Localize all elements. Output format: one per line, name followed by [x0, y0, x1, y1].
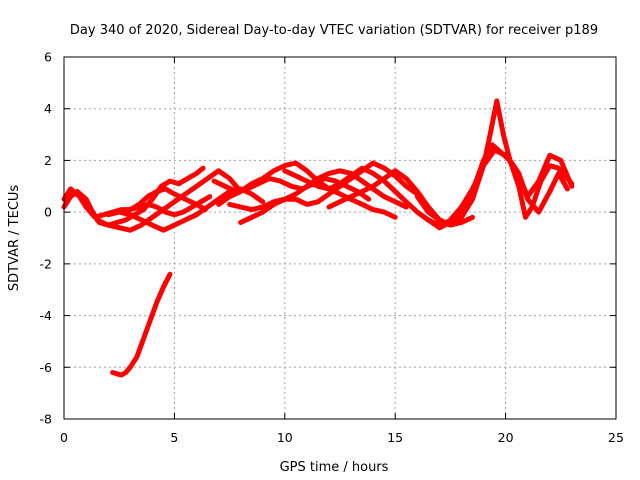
- chart-title: Day 340 of 2020, Sidereal Day-to-day VTE…: [70, 23, 598, 38]
- y-tick-label: -2: [40, 256, 52, 271]
- series-line-track-15: [110, 271, 173, 378]
- series-line-track-7: [216, 160, 398, 220]
- x-tick-label: 10: [277, 430, 293, 445]
- series-group: [61, 98, 575, 378]
- y-tick-label: 2: [44, 153, 52, 168]
- y-tick-label: 0: [44, 205, 52, 220]
- series-line-track-14: [436, 147, 575, 231]
- x-tick-label: 15: [387, 430, 403, 445]
- y-axis-label: SDTVAR / TECUs: [7, 185, 22, 292]
- x-tick-label: 5: [170, 430, 178, 445]
- y-tick-label: -6: [40, 360, 53, 375]
- series-line-track-8: [238, 168, 409, 225]
- x-tick-label: 0: [60, 430, 68, 445]
- x-axis-label: GPS time / hours: [280, 460, 389, 475]
- x-tick-label: 20: [498, 430, 514, 445]
- series-line-track-10: [282, 165, 453, 231]
- series-line-track-5: [118, 186, 208, 215]
- axis-ticks: 0 5 10 15 20 25 -8 -6 -4 -2 0 2 4 6: [40, 50, 624, 446]
- x-tick-label: 25: [608, 430, 624, 445]
- series-line-track-12: [414, 98, 575, 228]
- y-tick-label: -8: [40, 412, 53, 427]
- series-line-track-9: [227, 160, 420, 213]
- plot-frame: [63, 56, 617, 420]
- y-tick-label: 6: [44, 50, 52, 65]
- y-tick-label: -4: [40, 308, 53, 323]
- series-line-track-3: [94, 168, 244, 233]
- grid-lines: [64, 57, 616, 419]
- y-tick-label: 4: [44, 101, 52, 116]
